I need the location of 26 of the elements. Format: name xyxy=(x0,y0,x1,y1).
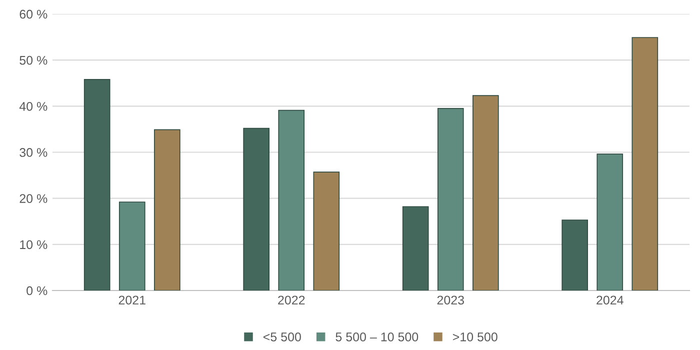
bar xyxy=(472,95,499,290)
y-tick-label: 30 % xyxy=(20,148,48,157)
bar xyxy=(562,220,588,290)
bar xyxy=(437,108,464,290)
legend-label: 5 500 – 10 500 xyxy=(336,332,418,342)
bar xyxy=(243,128,270,290)
bar xyxy=(84,79,110,290)
x-tick-label: 2023 xyxy=(437,296,464,305)
x-tick-label: 2021 xyxy=(118,296,146,305)
x-tick-label: 2024 xyxy=(596,296,624,305)
y-tick-label: 0 % xyxy=(26,286,48,296)
bar xyxy=(632,37,658,290)
bar xyxy=(278,110,305,290)
bar xyxy=(402,206,429,290)
legend-label: >10 500 xyxy=(452,332,498,342)
bar xyxy=(596,154,624,290)
y-tick-label: 20 % xyxy=(20,194,48,203)
bar xyxy=(118,202,146,290)
x-tick-label: 2022 xyxy=(278,296,305,305)
y-tick-label: 60 % xyxy=(20,10,48,19)
bar xyxy=(154,129,180,290)
y-tick-label: 50 % xyxy=(20,56,48,65)
y-tick-label: 40 % xyxy=(19,102,48,111)
y-tick-label: 10 % xyxy=(20,240,48,250)
legend-label: <5 500 xyxy=(263,332,301,342)
bar xyxy=(313,172,340,290)
